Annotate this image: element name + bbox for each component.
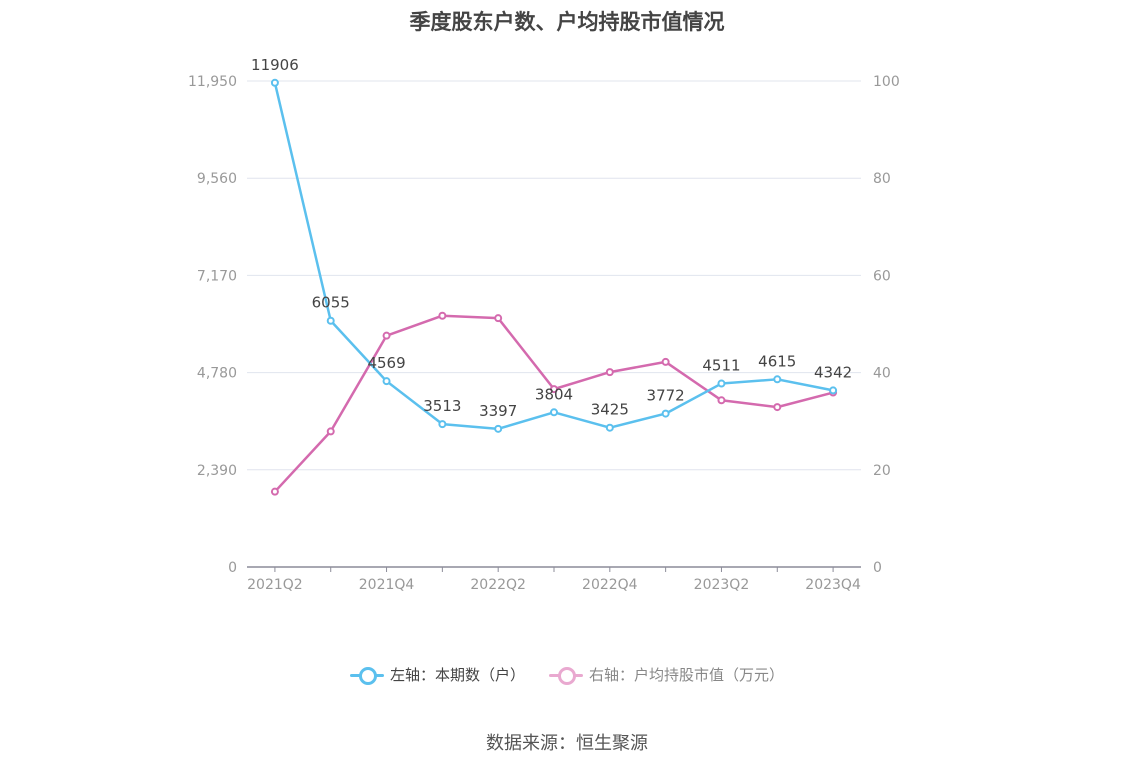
legend-swatch-left [349, 665, 384, 685]
data-point-left [382, 377, 391, 386]
data-label: 3397 [479, 402, 517, 420]
right-tick-label: 0 [873, 560, 882, 576]
left-tick-label: 4,780 [197, 366, 237, 382]
left-tick-label: 11,950 [188, 74, 237, 90]
data-label: 6055 [312, 294, 350, 312]
data-label: 3804 [535, 385, 573, 403]
series-line-right [273, 314, 834, 493]
series-line-left [273, 82, 834, 431]
left-tick-label: 2,390 [197, 463, 237, 479]
data-point-right [494, 314, 503, 323]
data-label: 3772 [647, 387, 685, 405]
data-point-right [326, 427, 335, 436]
data-label: 4511 [702, 357, 740, 375]
data-point-right [717, 396, 726, 405]
axes: 0 0 2,390 20 4,780 40 7,170 60 9,560 80 11,950 100 2… [188, 74, 900, 593]
data-source: 数据来源：恒生聚源 [486, 733, 648, 754]
data-label: 4342 [814, 363, 852, 381]
chart-title: 季度股东户数、户均持股市值情况 [409, 10, 725, 34]
data-point-right [773, 403, 782, 412]
data-labels: 11906 6055 4569 3513 3397 3804 3425 3772 4511 461… [251, 56, 852, 420]
right-tick-label: 20 [873, 463, 891, 479]
data-point-left [494, 424, 503, 433]
legend: 左轴：本期数（户） 右轴：户均持股市值（万元） [0, 664, 1134, 685]
series-lines [270, 78, 838, 496]
right-tick-label: 100 [873, 74, 900, 90]
x-tick-label: 2023Q4 [805, 577, 861, 593]
data-label: 4615 [758, 352, 796, 370]
data-point-left [717, 379, 726, 388]
x-tick-label: 2023Q2 [694, 577, 750, 593]
data-point-left [550, 408, 558, 417]
right-tick-label: 80 [873, 171, 891, 187]
data-point-right [382, 331, 391, 340]
data-label: 3513 [423, 397, 461, 415]
legend-item-right-series[interactable]: 右轴：户均持股市值（万元） [549, 664, 784, 685]
data-point-left [326, 316, 335, 325]
left-tick-label: 7,170 [197, 268, 237, 284]
data-label: 4569 [367, 354, 405, 372]
left-tick-label: 9,560 [197, 171, 237, 187]
x-tick-label: 2022Q2 [470, 577, 526, 593]
data-point-left [661, 409, 670, 418]
data-point-left [605, 423, 614, 432]
legend-label-left: 左轴：本期数（户） [389, 666, 525, 684]
data-label: 11906 [251, 56, 299, 74]
data-point-right [661, 357, 670, 366]
data-point-left [438, 420, 447, 429]
left-tick-label: 0 [228, 560, 237, 576]
data-point-right [270, 487, 279, 496]
legend-item-left-series[interactable]: 左轴：本期数（户） [349, 664, 525, 685]
data-point-left [270, 78, 279, 87]
data-point-right [605, 368, 614, 377]
right-tick-label: 40 [873, 366, 891, 382]
data-point-left [773, 375, 782, 384]
data-point-right [438, 311, 447, 320]
x-tick-label: 2022Q4 [582, 577, 638, 593]
legend-swatch-right [549, 665, 583, 685]
x-tick-label: 2021Q4 [359, 577, 415, 593]
grid-lines [247, 80, 861, 471]
data-point-left [829, 386, 838, 395]
right-tick-label: 60 [873, 268, 891, 284]
x-tick-label: 2021Q2 [247, 577, 303, 593]
data-label: 3425 [591, 401, 629, 419]
legend-label-right: 右轴：户均持股市值（万元） [589, 666, 785, 684]
data-point-right [550, 385, 558, 394]
